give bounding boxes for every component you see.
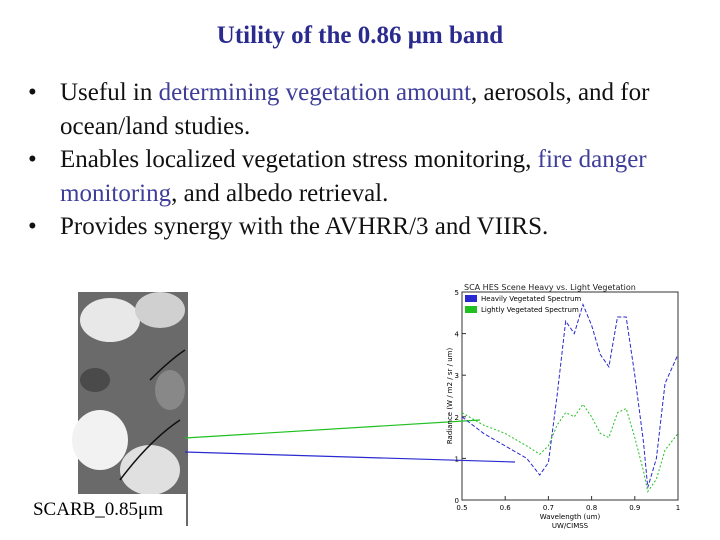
image-caption: SCARB_0.85μm [10, 494, 186, 526]
bullet: Useful in determining vegetation amount,… [28, 76, 708, 143]
slide-title: Utility of the 0.86 μm band [216, 22, 504, 49]
x-tick-label: 0.7 [543, 504, 554, 512]
y-tick-label: 1 [455, 455, 459, 463]
legend-label: Heavily Vegetated Spectrum [481, 295, 581, 303]
satellite-image [72, 292, 188, 526]
x-tick-label: 0.9 [629, 504, 640, 512]
connector-line [184, 419, 481, 439]
y-axis-label: Radiance (W / m2 / sr / um) [446, 348, 454, 445]
y-tick-label: 2 [455, 414, 459, 422]
y-tick-label: 4 [455, 331, 460, 339]
bullet: Enables localized vegetation stress moni… [28, 143, 708, 210]
y-tick-label: 0 [455, 497, 459, 505]
x-tick-label: 0.8 [586, 504, 597, 512]
x-tick-label: 0.5 [456, 504, 467, 512]
plot-background [440, 280, 690, 532]
figure-title: SCA HES Scene Heavy vs. Light Vegetation [464, 283, 636, 292]
x-axis-label: Wavelength (um) [540, 513, 601, 521]
x-tick-label: 1 [676, 504, 680, 512]
highlighted-text: fire danger monitoring [60, 146, 647, 207]
bullet-text: Provides synergy with the AVHRR/3 and VI… [60, 213, 549, 240]
bullet-text: , aerosols, and for ocean/land studies. [60, 79, 650, 140]
bullet-list: Useful in determining vegetation amount,… [28, 76, 708, 244]
y-tick-label: 3 [455, 372, 459, 380]
bullet-text: Enables localized vegetation stress moni… [60, 146, 538, 173]
spectrum-line [461, 302, 679, 488]
y-tick-label: 5 [455, 289, 459, 297]
connector-line [184, 451, 516, 463]
legend-label: Lightly Vegetated Spectrum [481, 306, 579, 314]
highlighted-text: determining vegetation amount [158, 79, 472, 106]
bullet: Provides synergy with the AVHRR/3 and VI… [28, 210, 708, 244]
bullet-text: , and albedo retrieval. [171, 179, 389, 207]
legend-swatch [465, 295, 477, 302]
legend-swatch [465, 306, 477, 313]
plot-frame [461, 291, 679, 501]
figure-credit: UW/CIMSS [552, 522, 589, 530]
bullet-text: Useful in [60, 79, 159, 106]
spectrum-line [461, 403, 679, 493]
x-tick-label: 0.6 [500, 504, 512, 512]
